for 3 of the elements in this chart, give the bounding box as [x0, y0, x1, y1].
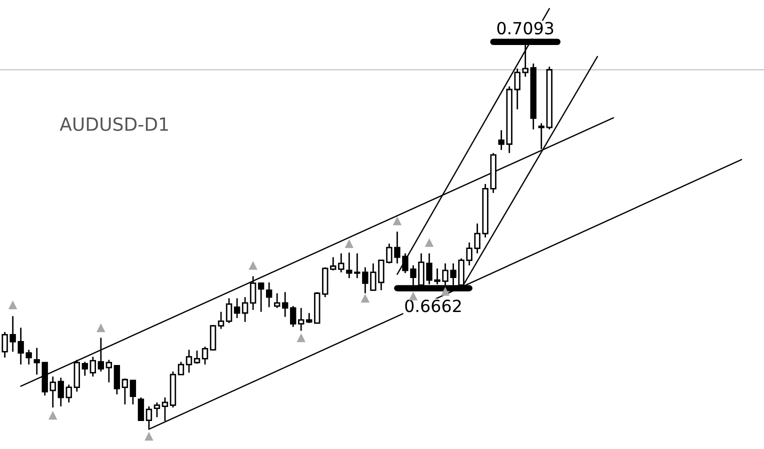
series-label: 0.7093 [497, 22, 554, 34]
series-label: 0.6662 [405, 300, 461, 312]
text: AUDUSD-D1 [60, 117, 168, 131]
